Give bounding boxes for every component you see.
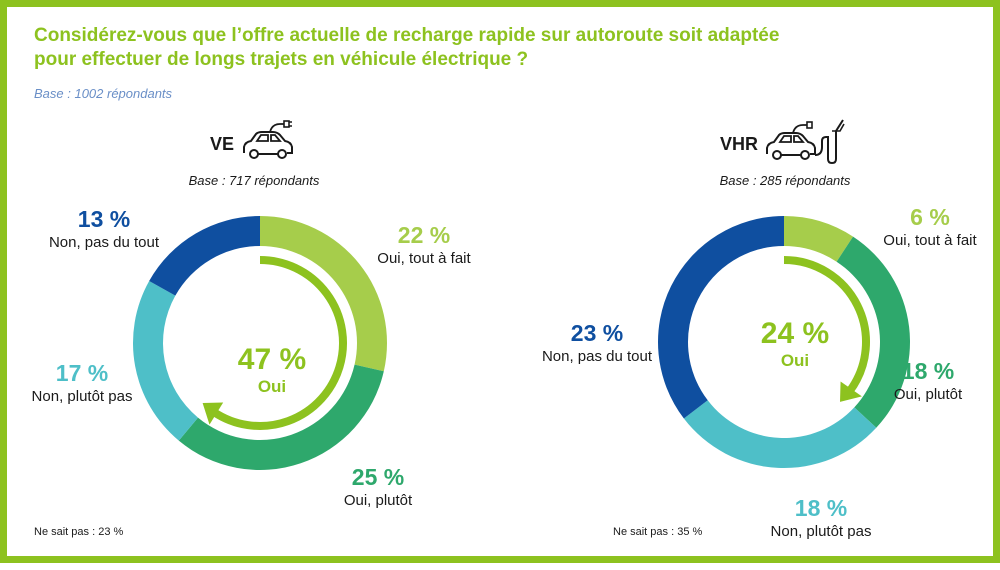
ve-value-pas-du-tout: 13 % xyxy=(77,206,131,232)
chart-title: Considérez-vous que l’offre actuelle de … xyxy=(34,25,780,70)
ve-segment-tout-a-fait xyxy=(260,216,388,372)
vhr-category-plutot: Oui, plutôt xyxy=(893,386,963,403)
ve-value-plutot: 25 % xyxy=(351,464,405,490)
electric-car-icon xyxy=(243,120,293,159)
ve-category-pas-du-tout: Non, pas du tout xyxy=(48,234,160,251)
vhr-segment-pas-du-tout xyxy=(658,216,784,419)
ve-segment-plutot-pas xyxy=(133,281,198,441)
ve-oui-caption: Oui xyxy=(257,377,287,396)
vhr-segment-plutot xyxy=(836,236,911,428)
vhr-label-plutot-pas: 18 % Non, plutôt pas xyxy=(746,494,896,542)
vhr-value-tout-a-fait: 6 % xyxy=(910,204,950,230)
vhr-label-tout-a-fait: 6 % Oui, tout à fait xyxy=(855,203,1000,251)
vhr-label-plutot: 18 % Oui, plutôt xyxy=(858,357,998,405)
vhr-value-pas-du-tout: 23 % xyxy=(570,320,624,346)
total-base: Base : 1002 répondants xyxy=(34,86,173,101)
ve-ne-sait-pas: Ne sait pas : 23 % xyxy=(34,526,124,538)
vhr-title: VHR xyxy=(720,134,759,154)
ve-category-plutot-pas: Non, plutôt pas xyxy=(31,388,133,405)
vhr-category-tout-a-fait: Oui, tout à fait xyxy=(883,232,977,249)
vhr-oui-arrow xyxy=(783,256,870,394)
ve-label-pas-du-tout: 13 % Non, pas du tout xyxy=(29,205,179,253)
hybrid-car-icon xyxy=(766,119,845,165)
ve-value-tout-a-fait: 22 % xyxy=(397,222,451,248)
ve-segment-pas-du-tout xyxy=(149,216,260,296)
ve-oui-total: 47 % Oui xyxy=(197,343,347,397)
ve-label-plutot: 25 % Oui, plutôt xyxy=(303,463,453,511)
vhr-value-plutot-pas: 18 % xyxy=(794,495,848,521)
ve-donut-chart xyxy=(133,216,388,470)
vhr-label-pas-du-tout: 23 % Non, pas du tout xyxy=(522,319,672,367)
ve-base: Base : 717 répondants xyxy=(188,173,320,188)
vhr-oui-total: 24 % Oui xyxy=(720,317,870,371)
vhr-category-plutot-pas: Non, plutôt pas xyxy=(770,523,872,540)
vhr-segment-plutot-pas xyxy=(683,400,877,469)
ve-oui-value: 47 % xyxy=(237,343,307,376)
ve-category-tout-a-fait: Oui, tout à fait xyxy=(377,250,471,267)
vhr-value-plutot: 18 % xyxy=(901,358,955,384)
vhr-segment-tout-a-fait xyxy=(784,216,854,262)
ve-oui-arrowhead xyxy=(202,402,224,425)
ve-category-plutot: Oui, plutôt xyxy=(343,492,413,509)
ve-label-plutot-pas: 17 % Non, plutôt pas xyxy=(7,359,157,407)
vhr-base: Base : 285 répondants xyxy=(719,173,851,188)
vhr-oui-caption: Oui xyxy=(780,351,810,370)
ve-title: VE xyxy=(210,134,235,154)
ve-value-plutot-pas: 17 % xyxy=(55,360,109,386)
vhr-ne-sait-pas: Ne sait pas : 35 % xyxy=(613,526,703,538)
vhr-category-pas-du-tout: Non, pas du tout xyxy=(541,348,653,365)
ve-label-tout-a-fait: 22 % Oui, tout à fait xyxy=(349,221,499,269)
ve-oui-arrow xyxy=(211,256,347,430)
vhr-donut-chart xyxy=(658,216,911,469)
vhr-oui-arrowhead xyxy=(840,381,862,402)
vhr-oui-value: 24 % xyxy=(760,317,830,350)
ve-segment-plutot xyxy=(178,364,384,470)
